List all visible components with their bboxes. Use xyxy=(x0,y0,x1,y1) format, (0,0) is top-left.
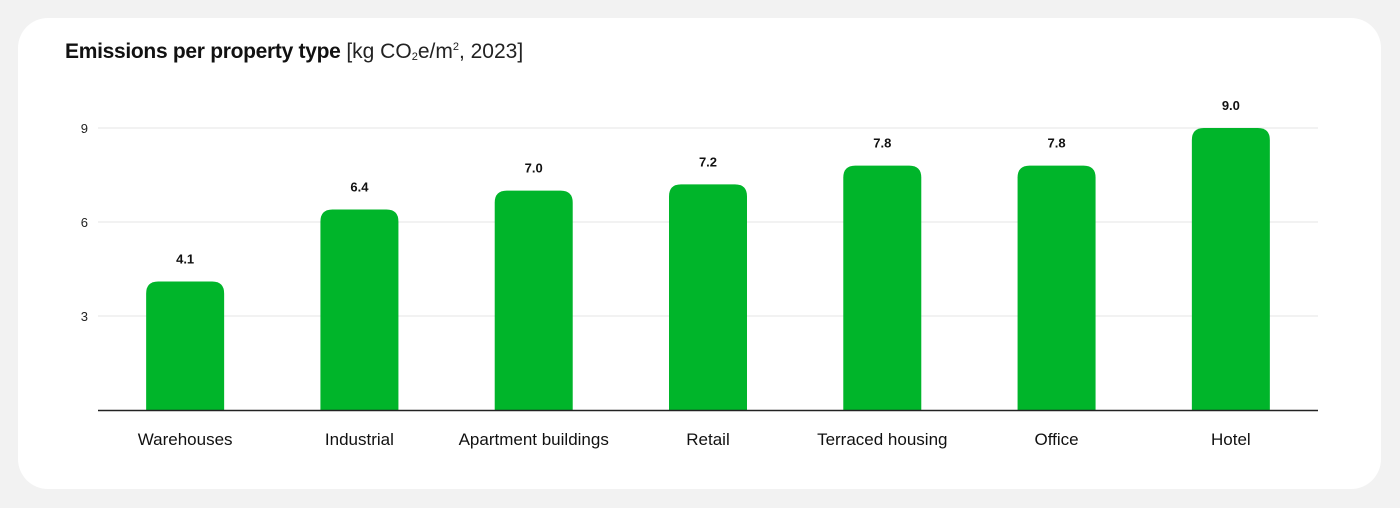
bars xyxy=(146,128,1270,410)
x-tick-label: Retail xyxy=(686,430,729,449)
y-tick-label: 3 xyxy=(81,309,88,324)
bar-warehouses xyxy=(146,281,225,410)
x-tick-label: Office xyxy=(1035,430,1079,449)
chart-title-text: Emissions per property type xyxy=(65,40,341,63)
labels: 3 6 9 4.1 Warehouses 6.4 Industrial 7.0 Apartmen… xyxy=(81,98,1251,449)
y-tick-label: 6 xyxy=(81,215,88,230)
y-tick-label: 9 xyxy=(81,121,88,136)
chart-title: Emissions per property type [kg CO2e/m2,… xyxy=(65,40,523,64)
unit-superscript: 2 xyxy=(452,41,459,53)
data-label: 7.8 xyxy=(1048,136,1066,151)
bar-terraced-housing xyxy=(843,165,922,410)
data-label: 7.2 xyxy=(699,154,717,169)
bar-industrial xyxy=(320,209,399,410)
bar-office xyxy=(1017,165,1096,410)
bar-apartment-buildings xyxy=(494,190,573,410)
unit-subscript: 2 xyxy=(411,51,418,63)
data-label: 9.0 xyxy=(1222,98,1240,113)
unit-prefix: [kg CO xyxy=(346,40,412,63)
x-tick-label: Terraced housing xyxy=(817,430,947,449)
data-label: 7.8 xyxy=(873,136,891,151)
data-label: 6.4 xyxy=(350,179,369,194)
bar-retail xyxy=(669,184,747,410)
x-tick-label: Hotel xyxy=(1211,430,1251,449)
data-label: 7.0 xyxy=(525,161,543,176)
chart-unit: [kg CO2e/m2, 2023] xyxy=(346,40,523,63)
x-tick-label: Apartment buildings xyxy=(459,430,609,449)
unit-suffix: , 2023] xyxy=(458,40,524,63)
unit-mid: e/m xyxy=(417,40,453,63)
bar-hotel xyxy=(1191,128,1270,410)
x-tick-label: Industrial xyxy=(325,430,394,449)
x-tick-label: Warehouses xyxy=(138,430,233,449)
data-label: 4.1 xyxy=(176,252,194,267)
